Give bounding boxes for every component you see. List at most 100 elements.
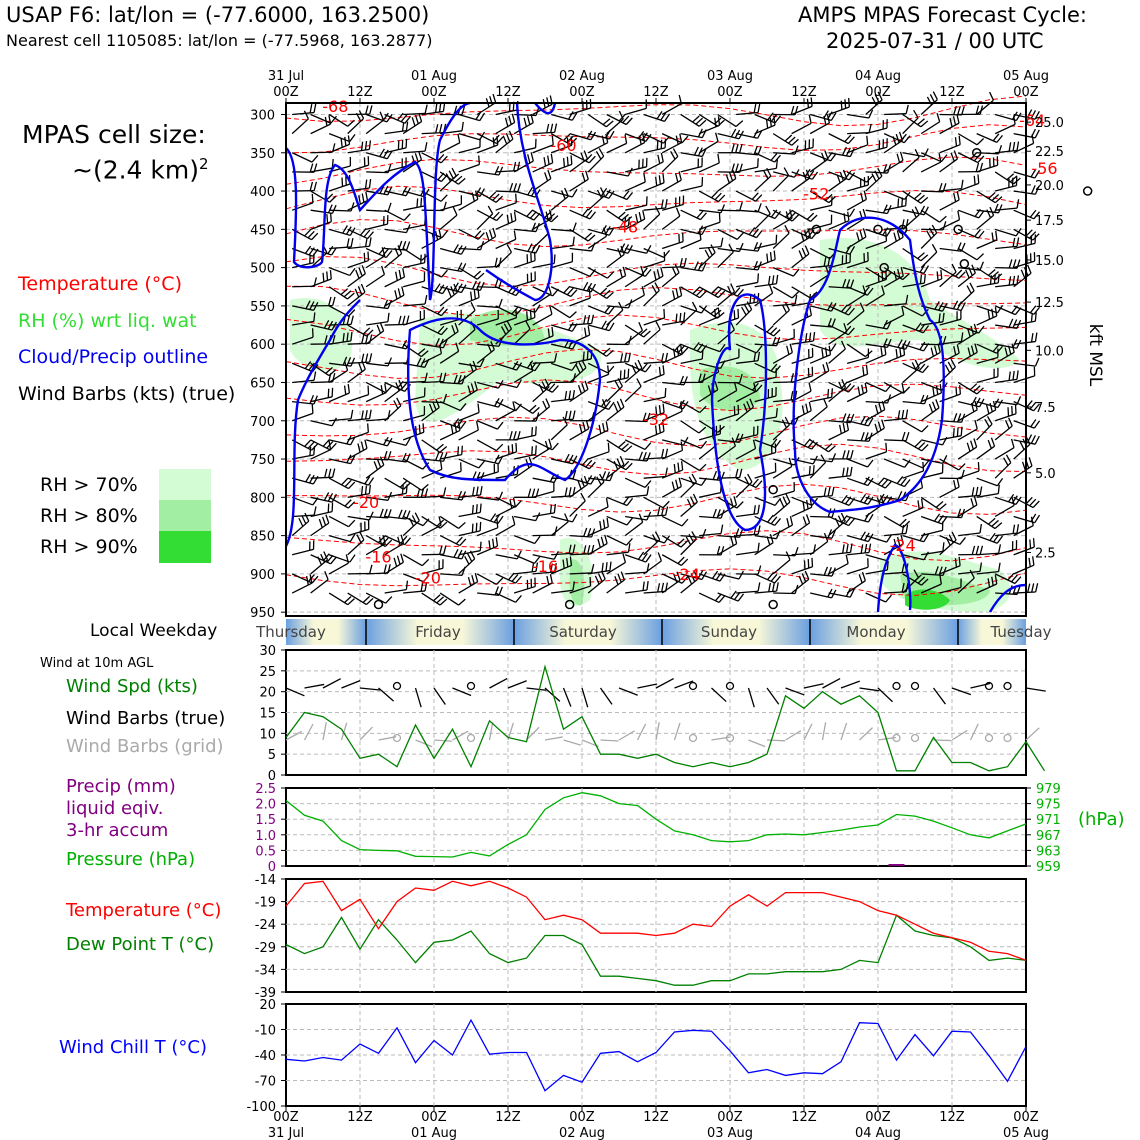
wind-barb-feather [803,230,808,240]
wind-barb-feather [860,531,866,540]
wind-barb-feather [800,232,805,242]
wind-barb-feather [677,556,685,564]
wind-barb-feather [645,133,652,142]
wind-barb-feather [823,115,827,126]
surface-wind-barb-grid [933,739,952,742]
wind-barb-feather [827,487,831,497]
wind-barb [366,418,389,422]
wind-barb [440,573,463,577]
precip-tick-label: 2.0 [255,798,276,813]
wind-barb-feather [309,163,314,173]
wind-barb-feather [364,140,368,151]
wind-barb-feather [455,536,463,545]
wind-barb [717,573,740,580]
wind-barb-feather [658,175,662,185]
wind-barb [606,551,629,556]
wind-barb-feather [1034,129,1040,139]
wind-barb-feather [662,365,665,375]
wind-barb-feather [1008,259,1013,269]
wind-barb [717,228,738,240]
wind-barb [550,424,568,441]
wind-barb-feather [905,431,910,441]
wind-barb-feather [664,352,669,362]
wind-barb [476,381,499,389]
wind-barb-feather [492,227,497,237]
wind-barb-feather [766,572,774,581]
wind-barb-feather [830,343,837,352]
wind-barb-feather [842,413,847,423]
wind-barb [328,515,349,528]
wind-barb-feather [831,453,837,462]
wind-barb-feather [438,284,445,293]
wind-barb-feather [767,112,774,121]
wind-barb-feather [401,286,405,296]
wind-barb-feather [514,500,522,508]
wind-barb-feather [973,496,978,506]
wind-barb [939,458,960,471]
wind-barb-feather [526,115,531,125]
wind-barb [699,209,722,214]
wind-barb-feather [698,373,702,383]
wind-barb-feather [955,386,958,396]
wind-barb-feather [545,398,551,407]
wind-barb-feather [919,532,926,542]
wind-barb-feather [884,272,892,280]
wind-barb-feather [342,225,348,234]
wind-barb-feather [682,401,689,410]
wind-barb-feather [452,206,458,216]
wind-barb-feather [919,341,926,351]
surface-wind-barb-grid [859,727,874,741]
wind-barb-feather [958,271,966,279]
wind-barb-feather [942,221,947,231]
wind-barb-feather [638,321,643,331]
wind-barb-feather [360,441,365,451]
wind-barb-feather [830,153,837,162]
wind-barb [291,336,314,345]
wind-barb-feather [886,561,889,571]
wind-barb-feather [655,176,658,186]
wind-barb-feather [467,553,473,562]
wind-barb-feather [563,158,566,168]
wind-barb-feather [424,295,428,305]
wind-barb-feather [936,112,941,122]
wind-barb-feather [617,211,626,219]
wind-barb-feather [953,192,957,202]
wind-barb-feather [354,288,360,298]
wind-barb-feather [506,244,513,253]
wind-barb-feather [957,106,961,116]
wind-barb-feather [515,442,518,452]
wind-barb-feather [434,231,439,241]
wind-barb-feather [324,116,328,126]
wind-barb-feather [344,136,347,146]
wind-barb-feather [657,583,661,593]
wind-barb-feather [515,308,518,318]
wind-barb [458,329,476,345]
surface-wind-barb-grid [969,723,979,741]
wind-barb-feather [942,566,947,576]
wind-barb-feather [571,513,578,523]
wind-barb-feather [598,148,605,157]
wind-barb-feather [997,399,1004,408]
wind-barb-feather [383,564,387,574]
wind-barb-feather [905,104,909,114]
wind-chill-tick-label: -70 [255,1075,276,1090]
wind-barb [402,414,425,422]
wind-barb [957,470,980,479]
wind-barb-feather [583,150,589,160]
wind-barb-feather [454,175,463,183]
wind-barb-feather [860,192,864,202]
wind-barb-feather [548,438,553,448]
wind-barb-feather [420,582,424,592]
wind-barb-feather [544,172,549,182]
wind-barb [625,515,647,521]
wind-barb-feather [692,286,700,295]
wind-barb-feather [989,275,992,285]
wind-barb [939,219,960,230]
wind-barb-feather [313,181,318,191]
wind-barb [883,314,905,326]
wind-barb-feather [969,569,975,579]
wind-barb-feather [535,445,537,455]
wind-barb-feather [570,289,578,297]
wind-barb-feather [1016,275,1020,285]
wind-barb-feather [373,461,379,470]
